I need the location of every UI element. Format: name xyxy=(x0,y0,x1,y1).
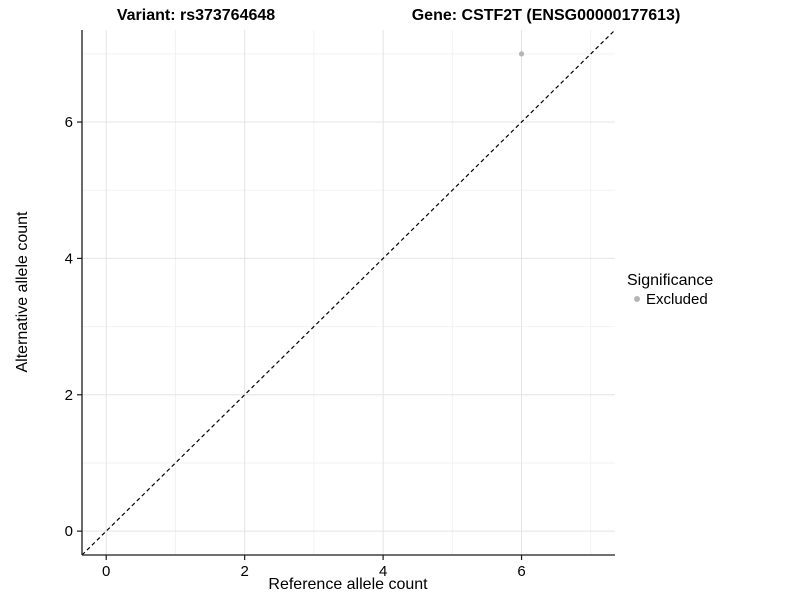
gridlines-major xyxy=(82,30,615,555)
data-point-excluded xyxy=(518,51,525,57)
axis-ticks xyxy=(77,121,523,560)
identity-dashed-line xyxy=(81,29,616,556)
legend-label-excluded: Excluded xyxy=(646,291,708,308)
data-points xyxy=(518,51,525,57)
legend: Significance Excluded xyxy=(627,272,713,308)
x-axis-label: Reference allele count xyxy=(268,576,428,593)
x-tick-label: 0 xyxy=(102,563,110,580)
y-tick-label: 2 xyxy=(65,387,73,404)
x-tick-label: 6 xyxy=(517,563,525,580)
legend-title: Significance xyxy=(627,272,713,289)
axis-tick-labels: 0 2 4 6 0 2 4 6 xyxy=(65,114,526,580)
y-tick-label: 6 xyxy=(65,114,73,131)
y-tick-label: 4 xyxy=(65,250,73,267)
plot-title-variant: Variant: rs373764648 xyxy=(117,7,275,24)
y-tick-label: 0 xyxy=(65,523,73,540)
y-axis-label: Alternative allele count xyxy=(14,211,31,373)
gridlines-minor xyxy=(82,30,615,555)
x-tick-label: 4 xyxy=(379,563,387,580)
legend-key-excluded-dot xyxy=(634,296,640,302)
plot-title-gene: Gene: CSTF2T (ENSG00000177613) xyxy=(412,7,681,24)
x-tick-label: 2 xyxy=(240,563,248,580)
